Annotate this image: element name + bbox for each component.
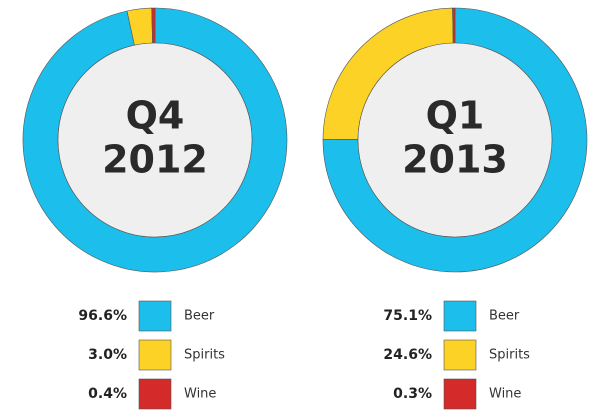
legend-label: Spirits [489,348,530,363]
legend-swatch [443,339,477,371]
donut-slice [452,7,456,44]
legend-swatch [138,339,172,371]
center-label: Q4 [126,94,185,138]
legend-label: Spirits [184,348,225,363]
legend-label: Beer [489,309,520,324]
legend-swatch [443,300,477,332]
legend-value: 24.6% [383,347,432,363]
legend-value: 0.3% [393,386,432,402]
donut-hole [57,42,253,238]
center-label: 2012 [102,138,208,182]
donut-hole [357,42,553,238]
legend-value: 0.4% [88,386,127,402]
legend-value: 96.6% [78,308,127,324]
legend-swatch [138,378,172,410]
donut-slice [151,7,156,44]
legend-label: Beer [184,309,215,324]
legend-label: Wine [184,387,216,402]
legend-label: Wine [489,387,521,402]
legend-swatch [138,300,172,332]
legend-value: 3.0% [88,347,127,363]
center-label: 2013 [402,138,508,182]
legend-value: 75.1% [383,308,432,324]
legend-swatch [443,378,477,410]
center-label: Q1 [426,94,485,138]
